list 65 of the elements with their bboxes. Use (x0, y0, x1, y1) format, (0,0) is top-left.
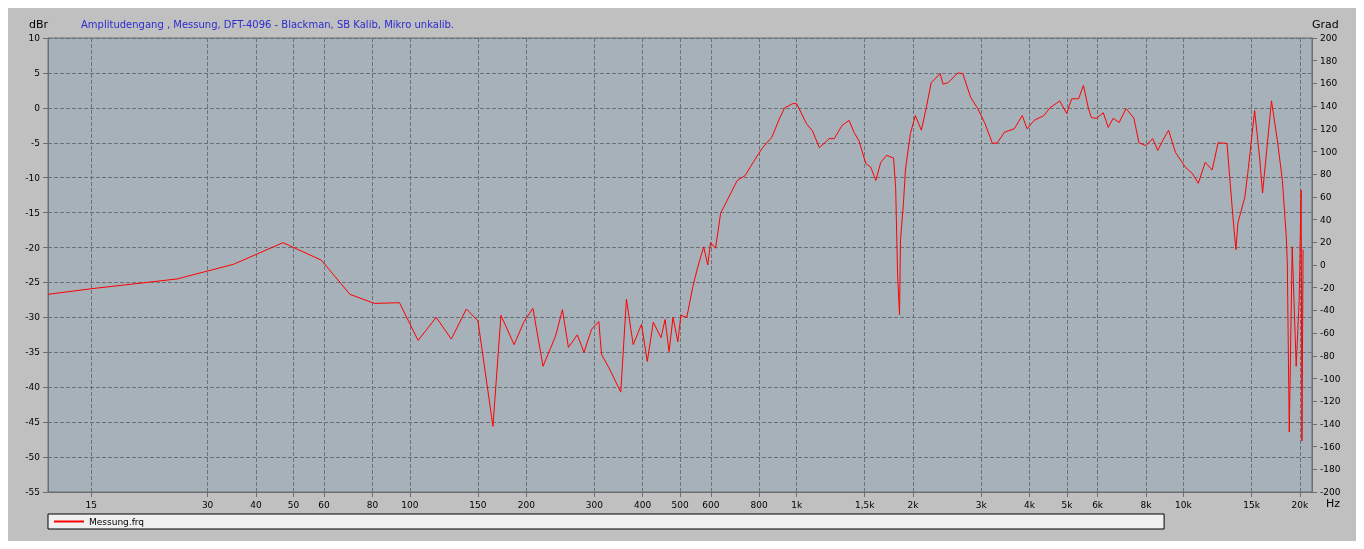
y-tick-label: -25 (25, 277, 40, 288)
y-tick-label: -45 (25, 417, 40, 428)
x-tick-label: 500 (671, 499, 690, 510)
x-tick-label: 150 (469, 499, 487, 510)
y2-tick-label: 40 (1320, 214, 1332, 225)
x-tick-label: 600 (702, 499, 720, 510)
x-tick-label: 50 (287, 499, 300, 510)
y-tick-label: -5 (31, 137, 40, 148)
y2-tick-label: 160 (1320, 78, 1338, 89)
y-tick-label: -15 (25, 207, 40, 218)
y2-tick-label: -60 (1320, 328, 1335, 339)
x-axis-title: Hz (1326, 497, 1341, 510)
x-tick-label: 3k (975, 499, 988, 510)
x-tick-label: 30 (201, 499, 214, 510)
y2-tick-label: -140 (1320, 418, 1341, 429)
x-tick-label: 15 (85, 499, 97, 510)
y-tick-label: -20 (25, 242, 41, 253)
y-tick-label: -10 (25, 172, 41, 183)
y2-tick-label: -20 (1320, 282, 1335, 293)
x-tick-label: 2k (907, 499, 920, 510)
y2-tick-label: 20 (1320, 237, 1332, 248)
y-tick-label: -50 (25, 452, 41, 463)
x-tick-label: 10k (1175, 499, 1193, 510)
y-tick-label: 10 (28, 33, 41, 43)
y2-tick-label: -80 (1320, 350, 1335, 361)
y2-tick-label: -200 (1320, 487, 1341, 497)
x-tick-label: 60 (318, 499, 331, 510)
y-tick-label: 5 (34, 67, 40, 78)
y2-tick-label: 120 (1320, 123, 1338, 134)
y2-tick-label: 140 (1320, 101, 1338, 112)
x-tick-label: 200 (517, 499, 536, 510)
x-tick-label: 8k (1140, 499, 1153, 510)
y-tick-label: 0 (34, 102, 41, 113)
y2-tick-label: 0 (1320, 260, 1326, 270)
y2-tick-label: 80 (1320, 169, 1332, 180)
y-tick-label: -35 (25, 347, 40, 358)
y2-tick-label: 60 (1320, 191, 1332, 202)
x-tick-label: 800 (750, 499, 769, 510)
y2-tick-label: -180 (1320, 464, 1341, 475)
x-tick-label: 1,5k (854, 499, 876, 510)
legend-label: Messung.frq (89, 516, 145, 527)
x-tick-label: 15k (1243, 499, 1261, 510)
y2-tick-label: -100 (1320, 373, 1341, 384)
x-tick-label: 4k (1024, 499, 1036, 510)
y2-tick-label: -40 (1320, 305, 1335, 316)
y2-tick-label: -160 (1320, 441, 1341, 452)
y2-tick-label: -120 (1320, 396, 1341, 407)
x-tick-label: 5k (1061, 499, 1074, 510)
y2-tick-label: 180 (1320, 55, 1338, 66)
y-tick-label: -40 (25, 382, 41, 393)
x-tick-label: 400 (634, 499, 652, 510)
y2-axis-title: Grad (1312, 18, 1339, 31)
x-tick-label: 6k (1092, 499, 1104, 510)
x-tick-label: 300 (585, 499, 604, 510)
y-tick-label: -30 (25, 312, 41, 323)
y2-tick-label: 200 (1320, 33, 1338, 43)
x-tick-label: 1k (791, 499, 803, 510)
x-tick-label: 40 (250, 499, 262, 510)
x-tick-label: 100 (401, 499, 419, 510)
y2-tick-label: 100 (1320, 146, 1338, 157)
chart-title: Amplitudengang , Messung, DFT-4096 - Blackman, SB Kalib, Mikro unkalib. (81, 18, 455, 30)
x-tick-label: 80 (366, 499, 379, 510)
x-tick-label: 20k (1291, 499, 1309, 510)
y-axis-title: dBr (28, 18, 49, 31)
y-tick-label: -55 (25, 487, 40, 497)
